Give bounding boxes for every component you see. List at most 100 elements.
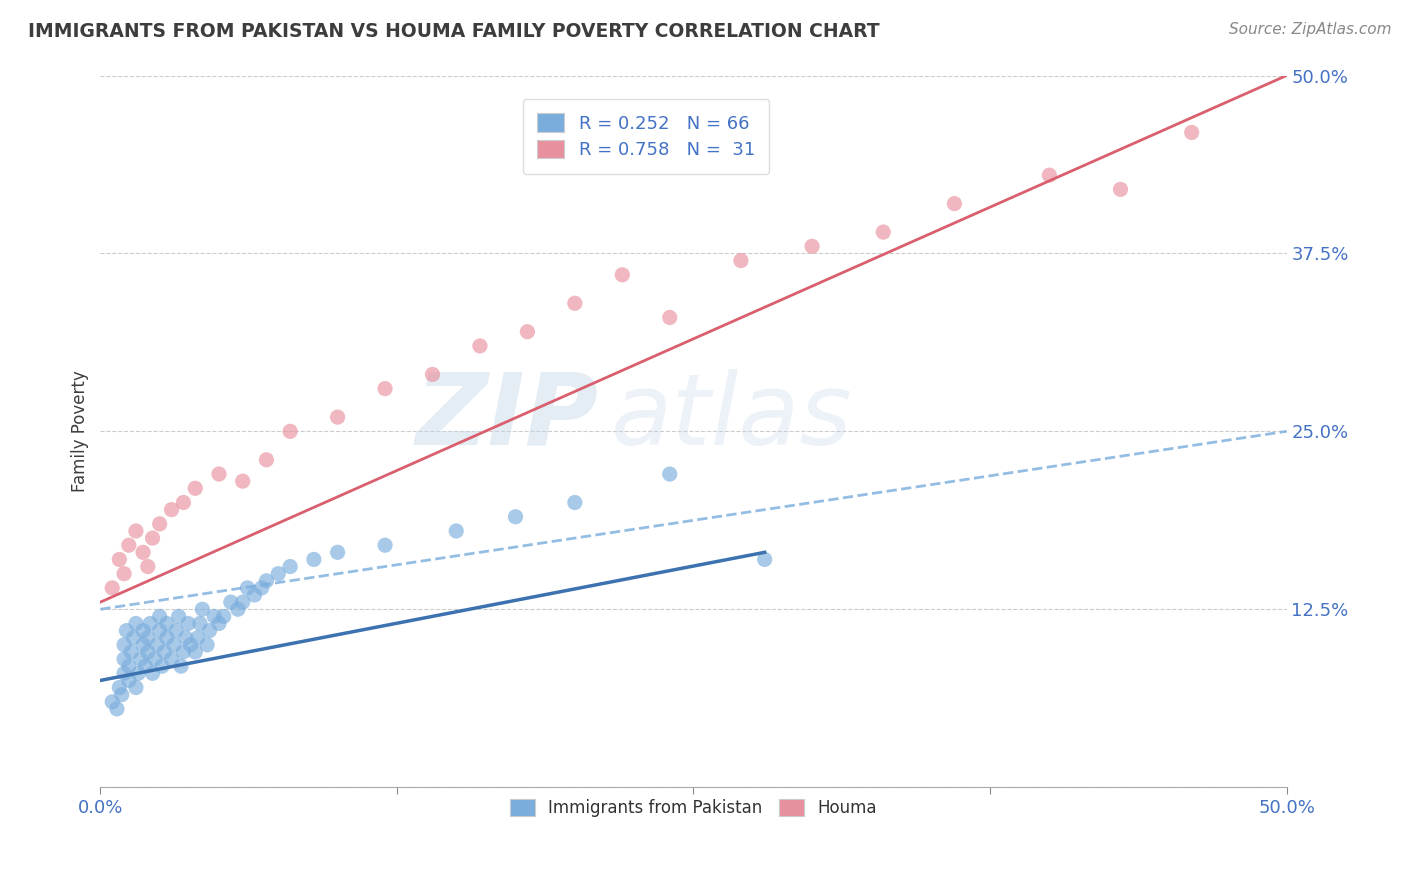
Point [801, 239, 824, 253]
Text: atlas: atlas [610, 368, 852, 466]
Point [136, 645, 159, 659]
Point [150, 659, 173, 673]
Point [444, 524, 467, 538]
Point [208, 616, 231, 631]
Point [198, 624, 221, 638]
Point [153, 645, 176, 659]
Point [212, 609, 235, 624]
Point [278, 559, 301, 574]
Point [612, 268, 634, 282]
Point [174, 631, 197, 645]
Point [139, 616, 162, 631]
Point [143, 652, 166, 666]
Point [177, 616, 200, 631]
Point [127, 666, 149, 681]
Point [658, 467, 681, 481]
Point [179, 638, 201, 652]
Point [122, 631, 145, 645]
Point [167, 609, 190, 624]
Point [118, 659, 141, 673]
Point [136, 559, 159, 574]
Point [658, 310, 681, 325]
Point [188, 616, 211, 631]
Point [943, 196, 966, 211]
Point [170, 659, 193, 673]
Point [374, 538, 396, 552]
Point [105, 702, 128, 716]
Point [149, 516, 172, 531]
Point [172, 495, 194, 509]
Point [132, 545, 155, 559]
Point [267, 566, 290, 581]
Point [374, 382, 396, 396]
Point [516, 325, 538, 339]
Point [149, 624, 172, 638]
Point [156, 631, 179, 645]
Point [208, 467, 231, 481]
Point [1038, 168, 1060, 182]
Point [422, 368, 444, 382]
Point [118, 673, 141, 688]
Point [326, 545, 349, 559]
Point [872, 225, 894, 239]
Point [146, 638, 169, 652]
Point [202, 609, 225, 624]
Point [232, 474, 254, 488]
Point [302, 552, 325, 566]
Text: Source: ZipAtlas.com: Source: ZipAtlas.com [1229, 22, 1392, 37]
Point [184, 481, 207, 495]
Point [132, 638, 155, 652]
Point [250, 581, 273, 595]
Text: IMMIGRANTS FROM PAKISTAN VS HOUMA FAMILY POVERTY CORRELATION CHART: IMMIGRANTS FROM PAKISTAN VS HOUMA FAMILY… [28, 22, 880, 41]
Point [254, 452, 277, 467]
Point [118, 538, 141, 552]
Point [125, 681, 148, 695]
Point [226, 602, 249, 616]
Point [115, 624, 138, 638]
Point [254, 574, 277, 588]
Point [112, 666, 135, 681]
Point [134, 659, 156, 673]
Point [278, 425, 301, 439]
Point [564, 495, 586, 509]
Point [184, 645, 207, 659]
Text: ZIP: ZIP [416, 368, 599, 466]
Point [163, 638, 186, 652]
Point [101, 581, 124, 595]
Point [326, 410, 349, 425]
Point [141, 531, 163, 545]
Point [191, 602, 214, 616]
Legend: Immigrants from Pakistan, Houma: Immigrants from Pakistan, Houma [502, 790, 886, 825]
Point [468, 339, 491, 353]
Point [149, 609, 172, 624]
Point [132, 624, 155, 638]
Y-axis label: Family Poverty: Family Poverty [72, 370, 89, 492]
Point [243, 588, 266, 602]
Point [195, 638, 218, 652]
Point [125, 616, 148, 631]
Point [141, 666, 163, 681]
Point [232, 595, 254, 609]
Point [111, 688, 134, 702]
Point [112, 566, 135, 581]
Point [112, 652, 135, 666]
Point [108, 552, 131, 566]
Point [101, 695, 124, 709]
Point [112, 638, 135, 652]
Point [129, 652, 152, 666]
Point [505, 509, 527, 524]
Point [120, 645, 142, 659]
Point [160, 502, 183, 516]
Point [187, 631, 209, 645]
Point [1181, 125, 1204, 139]
Point [125, 524, 148, 538]
Point [219, 595, 242, 609]
Point [754, 552, 776, 566]
Point [136, 631, 159, 645]
Point [156, 616, 179, 631]
Point [1109, 182, 1132, 196]
Point [564, 296, 586, 310]
Point [172, 645, 194, 659]
Point [108, 681, 131, 695]
Point [730, 253, 752, 268]
